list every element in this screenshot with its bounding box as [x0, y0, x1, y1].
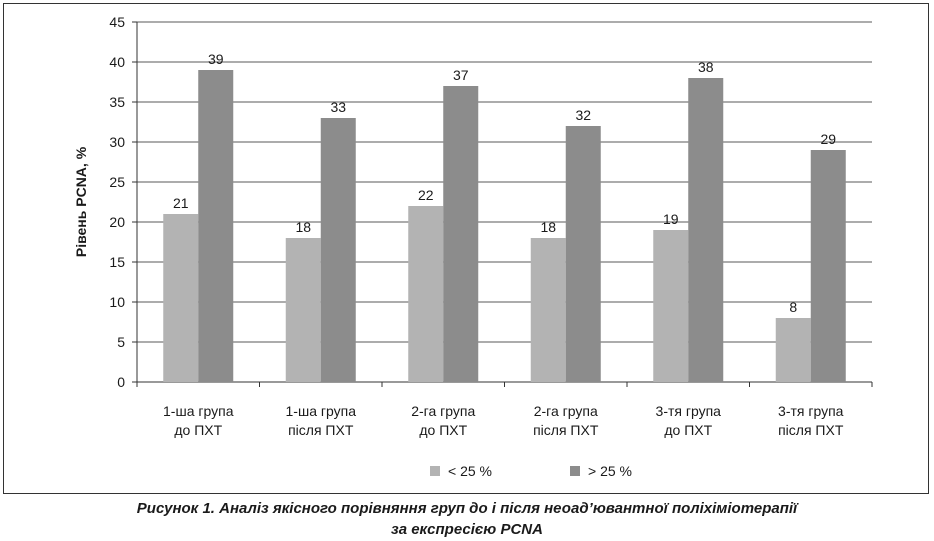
bar	[320, 118, 356, 382]
legend-swatch	[430, 466, 440, 476]
x-tick-label: після ПХТ	[778, 422, 844, 438]
y-tick-label: 10	[109, 294, 125, 310]
figure-caption: Рисунок 1. Аналіз якісного порівняння гр…	[0, 498, 934, 540]
data-label: 29	[820, 131, 836, 147]
x-tick-label: після ПХТ	[533, 422, 599, 438]
y-tick-label: 35	[109, 94, 125, 110]
data-label: 18	[295, 219, 311, 235]
data-label: 32	[575, 107, 591, 123]
data-label: 37	[453, 67, 469, 83]
data-label: 21	[173, 195, 189, 211]
y-tick-label: 40	[109, 54, 125, 70]
data-label: 33	[330, 99, 346, 115]
bar	[443, 86, 479, 382]
caption-line-1: Рисунок 1. Аналіз якісного порівняння гр…	[136, 500, 798, 517]
y-tick-label: 25	[109, 174, 125, 190]
x-tick-label: 2-га група	[411, 403, 475, 419]
x-tick-label: 1-ша група	[286, 403, 357, 419]
bar	[530, 238, 566, 382]
x-tick-label: 2-га група	[534, 403, 598, 419]
bar	[653, 230, 689, 382]
bar	[775, 318, 811, 382]
y-tick-label: 0	[117, 374, 125, 390]
legend-swatch	[570, 466, 580, 476]
x-tick-label: до ПХТ	[419, 422, 467, 438]
y-tick-label: 30	[109, 134, 125, 150]
caption-line-2: за експресією PCNA	[391, 521, 543, 538]
y-tick-label: 15	[109, 254, 125, 270]
data-label: 18	[540, 219, 556, 235]
data-label: 19	[663, 211, 679, 227]
bar	[408, 206, 444, 382]
bar	[565, 126, 601, 382]
bar	[285, 238, 321, 382]
x-tick-label: 3-тя група	[778, 403, 844, 419]
x-tick-label: 1-ша група	[163, 403, 234, 419]
y-tick-label: 5	[117, 334, 125, 350]
x-tick-label: до ПХТ	[664, 422, 712, 438]
y-tick-label: 45	[109, 14, 125, 30]
bar	[688, 78, 724, 382]
x-tick-label: після ПХТ	[288, 422, 354, 438]
x-tick-label: 3-тя група	[656, 403, 722, 419]
data-label: 39	[208, 51, 224, 67]
y-axis-label: Рівень PCNA, %	[73, 146, 89, 257]
legend-label: < 25 %	[448, 463, 492, 479]
data-label: 8	[789, 299, 797, 315]
bar	[163, 214, 199, 382]
legend-label: > 25 %	[588, 463, 632, 479]
bar	[198, 70, 234, 382]
y-tick-label: 20	[109, 214, 125, 230]
x-tick-label: до ПХТ	[174, 422, 222, 438]
bar	[810, 150, 846, 382]
data-label: 38	[698, 59, 714, 75]
data-label: 22	[418, 187, 434, 203]
